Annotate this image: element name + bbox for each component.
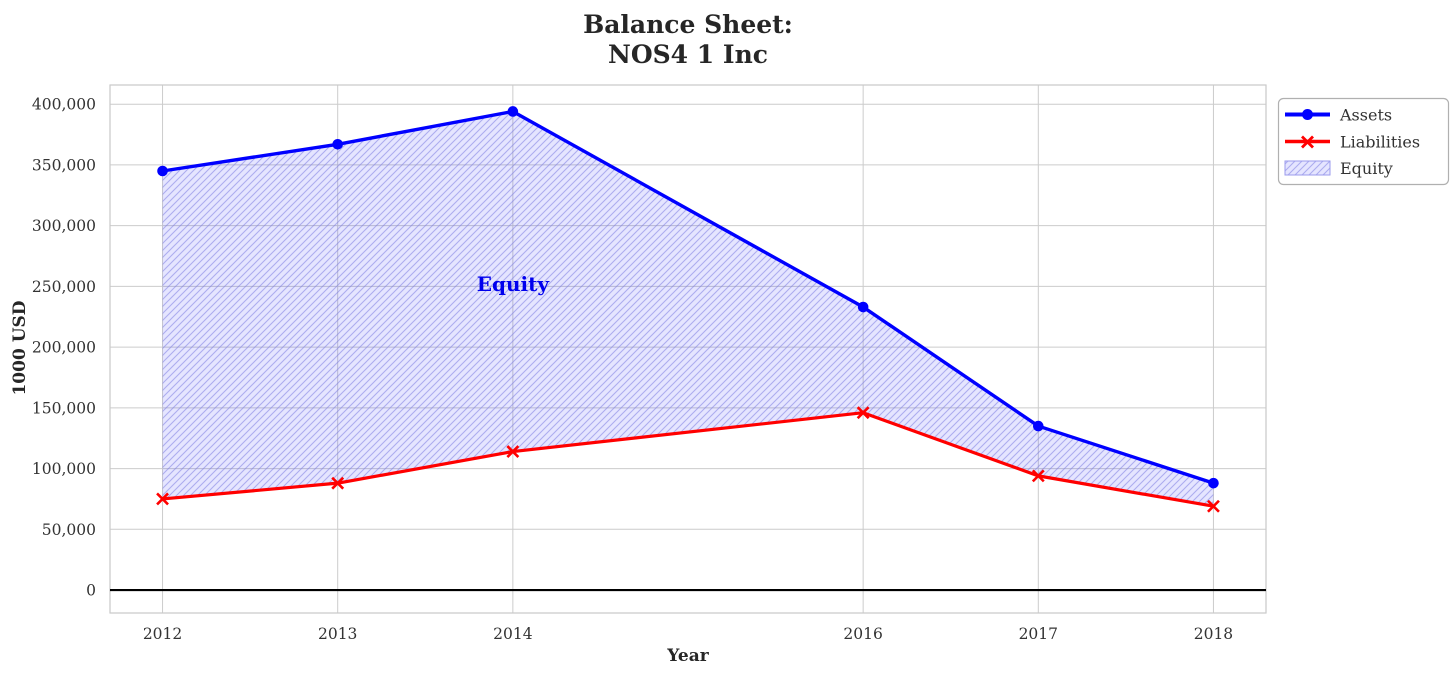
y-tick-label: 250,000: [32, 278, 96, 296]
assets-marker-2017: [1033, 420, 1044, 432]
y-tick-label: 300,000: [32, 217, 96, 235]
liabilities-marker-2016: [856, 406, 870, 420]
x-tick-label: 2013: [318, 625, 357, 643]
equity-fill-region: [162, 111, 1214, 507]
y-tick-label: 400,000: [32, 96, 96, 114]
x-tick-label: 2014: [493, 625, 533, 643]
chart-title-line1: Balance Sheet:: [583, 10, 793, 39]
assets-marker-2018: [1208, 477, 1219, 489]
assets-marker-2012: [157, 165, 168, 177]
y-tick-labels: 0 50,000 100,000 150,000 200,000 250,000 300,0…: [32, 96, 96, 600]
x-tick-label: 2018: [1194, 625, 1233, 643]
liabilities-marker-2012: [156, 492, 169, 506]
y-tick-label: 150,000: [32, 399, 96, 417]
equity-area: [162, 111, 1214, 507]
x-axis-label: Year: [666, 646, 709, 666]
legend-label-equity: Equity: [1340, 159, 1393, 178]
liabilities-marker-2017: [1031, 469, 1045, 483]
y-axis-label: 1000 USD: [10, 300, 30, 395]
y-tick-label: 200,000: [32, 339, 96, 357]
y-tick-label: 50,000: [42, 521, 96, 539]
legend-liabilities-marker-sample: [1301, 135, 1314, 149]
legend-assets-marker-sample: [1302, 109, 1313, 120]
x-tick-label: 2017: [1019, 625, 1058, 643]
x-tick-label: 2012: [143, 625, 182, 643]
x-tick-label: 2016: [843, 625, 882, 643]
liabilities-line: [160, 411, 1216, 508]
y-tick-label: 100,000: [32, 460, 96, 478]
y-tick-label: 0: [86, 582, 96, 600]
x-tick-labels: 2012 2013 2014 2016 2017 2018: [143, 625, 1233, 643]
legend-label-assets: Assets: [1339, 106, 1392, 125]
legend-equity-patch-sample: [1284, 160, 1331, 176]
assets-line: [160, 109, 1216, 485]
assets-marker-2014: [507, 106, 519, 117]
legend: Assets Liabilities Equity: [1277, 97, 1450, 186]
chart-title-line2: NOS4 1 Inc: [608, 40, 768, 69]
assets-marker-2013: [332, 138, 343, 150]
y-tick-label: 350,000: [32, 156, 96, 174]
assets-marker-2016: [857, 301, 869, 313]
plot-border: [109, 84, 1267, 614]
liabilities-marker-2018: [1207, 499, 1220, 513]
liabilities-marker-2013: [331, 476, 345, 490]
liabilities-marker-2014: [506, 445, 520, 458]
legend-label-liabilities: Liabilities: [1340, 133, 1420, 152]
data-series: [156, 106, 1220, 513]
equity-annotation: Equity: [477, 272, 551, 296]
